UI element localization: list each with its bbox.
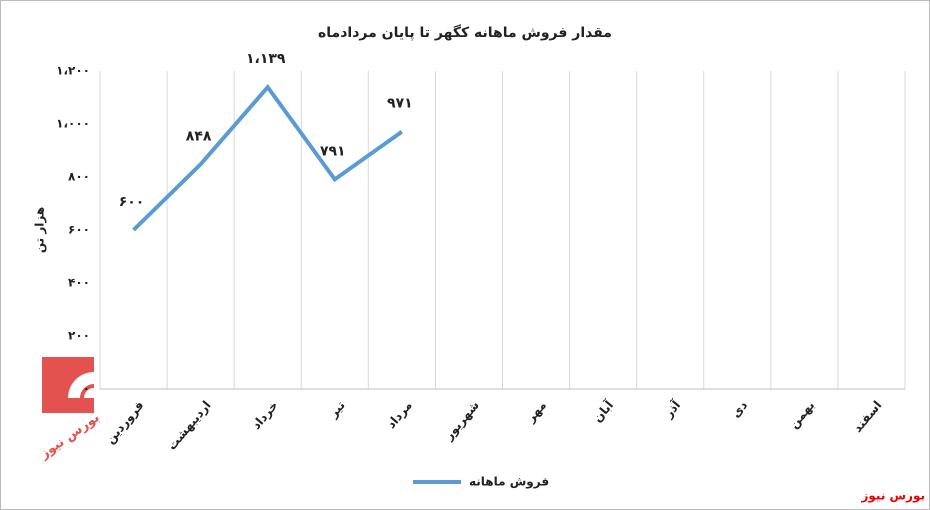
y-tick-label: ۱،۲۰۰ [56,64,90,78]
y-tick-label: ۴۰۰ [68,276,90,290]
legend-label: فروش ماهانه [469,475,549,490]
y-tick-label: ۸۰۰ [68,170,90,184]
logo-arc [84,388,94,398]
data-label: ۹۷۱ [387,96,413,112]
y-axis-label: هزار تن [33,207,47,253]
data-label: ۱،۱۳۹ [246,51,286,67]
chart-title: مقدار فروش ماهانه کگهر تا پایان مردادماه [318,24,612,41]
data-label: ۶۰۰ [119,194,145,210]
line [132,83,404,232]
y-tick-label: ۶۰۰ [68,223,90,237]
source: بورس نیوز [860,489,925,504]
data-label: ۷۹۱ [320,143,346,159]
y-tick-label: ۰ [83,382,90,396]
data-label: ۸۴۸ [186,128,212,144]
y-tick-label: ۱،۰۰۰ [56,117,90,131]
logo-arc [68,372,94,398]
y-tick-label: ۲۰۰ [68,329,90,343]
